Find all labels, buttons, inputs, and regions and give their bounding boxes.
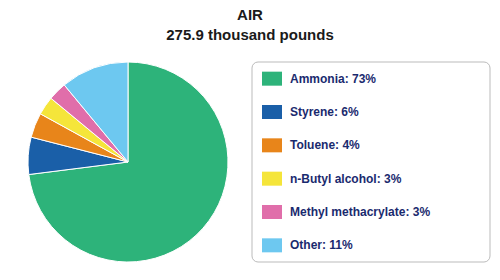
legend-swatch [262,105,282,119]
legend-swatch [262,238,282,252]
pie [28,62,228,262]
legend: Ammonia: 73% Styrene: 6% Toluene: 4% n-Buty… [252,62,490,262]
legend-label: n-Butyl alcohol: 3% [290,172,402,186]
legend-label: Methyl methacrylate: 3% [290,205,430,219]
chart: AIR 275.9 thousand pounds Ammonia: 73% Styr… [0,0,500,280]
title: AIR [237,6,263,23]
legend-swatch [262,205,282,219]
pie-slice [29,62,228,262]
legend-swatch [262,138,282,152]
pie-slice [64,62,128,162]
legend-swatch [262,172,282,186]
legend-box [252,62,490,262]
legend-label: Toluene: 4% [290,138,360,152]
subtitle: 275.9 thousand pounds [166,26,334,43]
legend-label: Styrene: 6% [290,105,359,119]
legend-swatch [262,72,282,86]
legend-label: Ammonia: 73% [290,72,376,86]
legend-label: Other: 11% [290,238,353,252]
